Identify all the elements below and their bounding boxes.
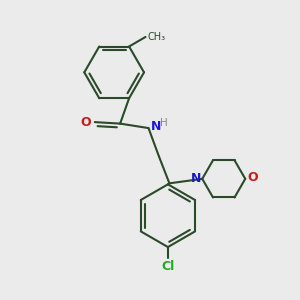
- Text: O: O: [80, 116, 91, 129]
- Text: CH₃: CH₃: [147, 32, 165, 42]
- Text: N: N: [190, 172, 201, 185]
- Text: O: O: [248, 171, 258, 184]
- Text: Cl: Cl: [161, 260, 175, 274]
- Text: N: N: [151, 120, 161, 133]
- Text: H: H: [160, 118, 168, 128]
